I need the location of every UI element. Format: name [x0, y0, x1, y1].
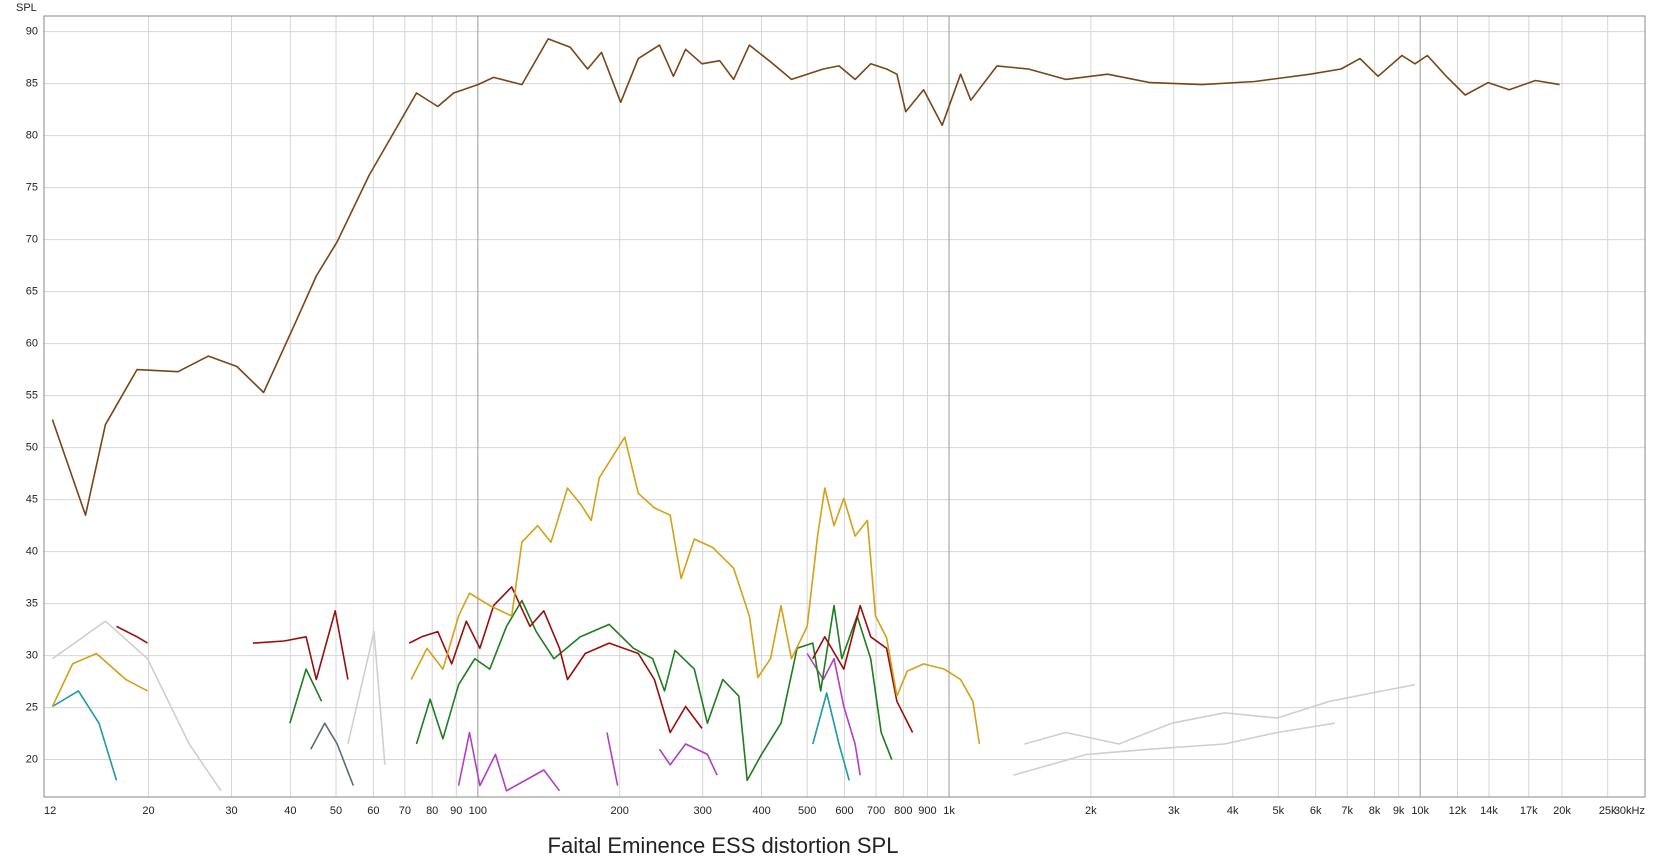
y-tick-label: 75 — [26, 181, 38, 193]
x-tick-label: 70 — [399, 805, 411, 817]
x-tick-label: 30kHz — [1614, 805, 1645, 817]
x-tick-label: 30 — [225, 805, 237, 817]
x-tick-label: 50 — [330, 805, 342, 817]
x-tick-label: 60 — [367, 805, 379, 817]
x-tick-label: 600 — [835, 805, 853, 817]
x-tick-label: 6k — [1310, 805, 1322, 817]
x-tick-label: 7k — [1341, 805, 1353, 817]
data-line — [51, 38, 1560, 516]
y-tick-label: 20 — [26, 753, 38, 765]
y-tick-label: 60 — [26, 337, 38, 349]
grid — [43, 16, 1646, 797]
x-tick-label: 12 — [44, 805, 56, 817]
y-tick-label: 85 — [26, 78, 38, 90]
x-tick-label: 10k — [1411, 805, 1429, 817]
data-line — [51, 436, 981, 745]
data-line — [289, 599, 893, 782]
y-tick-label: 90 — [26, 26, 38, 38]
chart-title: Faital Eminence ESS distortion SPL — [548, 833, 899, 858]
x-tick-label: 200 — [611, 805, 629, 817]
plot-frame — [43, 15, 1646, 798]
x-tick-label: 20 — [142, 805, 154, 817]
x-tick-label: 300 — [693, 805, 711, 817]
x-tick-label: 8k — [1369, 805, 1381, 817]
y-tick-label: 40 — [26, 545, 38, 557]
x-tick-label: 80 — [426, 805, 438, 817]
data-line — [51, 620, 1416, 792]
x-tick-label: 700 — [867, 805, 885, 817]
x-tick-label: 500 — [798, 805, 816, 817]
x-tick-label: 40 — [284, 805, 296, 817]
x-tick-label: 100 — [469, 805, 487, 817]
x-tick-label: 12k — [1449, 805, 1467, 817]
x-tick-label: 800 — [894, 805, 912, 817]
y-tick-label: 55 — [26, 389, 38, 401]
x-tick-label: 400 — [752, 805, 770, 817]
x-tick-label: 5k — [1273, 805, 1285, 817]
x-tick-label: 14k — [1480, 805, 1498, 817]
y-tick-label: 30 — [26, 649, 38, 661]
x-tick-label: 20k — [1553, 805, 1571, 817]
x-tick-label: 3k — [1168, 805, 1180, 817]
y-axis-label: SPL — [16, 2, 37, 14]
x-tick-label: 90 — [450, 805, 462, 817]
plot-lines — [51, 38, 1560, 792]
y-tick-label: 80 — [26, 130, 38, 142]
y-tick-label: 35 — [26, 597, 38, 609]
data-line — [457, 653, 861, 792]
x-tick-label: 900 — [918, 805, 936, 817]
x-tick-label: 4k — [1227, 805, 1239, 817]
x-tick-label: 25k — [1599, 805, 1617, 817]
data-line — [116, 586, 914, 734]
y-tick-label: 65 — [26, 285, 38, 297]
x-tick-label: 17k — [1520, 805, 1538, 817]
x-tick-label: 1k — [943, 805, 955, 817]
data-line — [310, 722, 355, 786]
x-tick-label: 2k — [1085, 805, 1097, 817]
y-tick-label: 25 — [26, 701, 38, 713]
x-tick-label: 9k — [1393, 805, 1405, 817]
y-tick-label: 70 — [26, 233, 38, 245]
data-line — [51, 690, 850, 781]
y-tick-label: 50 — [26, 441, 38, 453]
y-tick-label: 45 — [26, 493, 38, 505]
